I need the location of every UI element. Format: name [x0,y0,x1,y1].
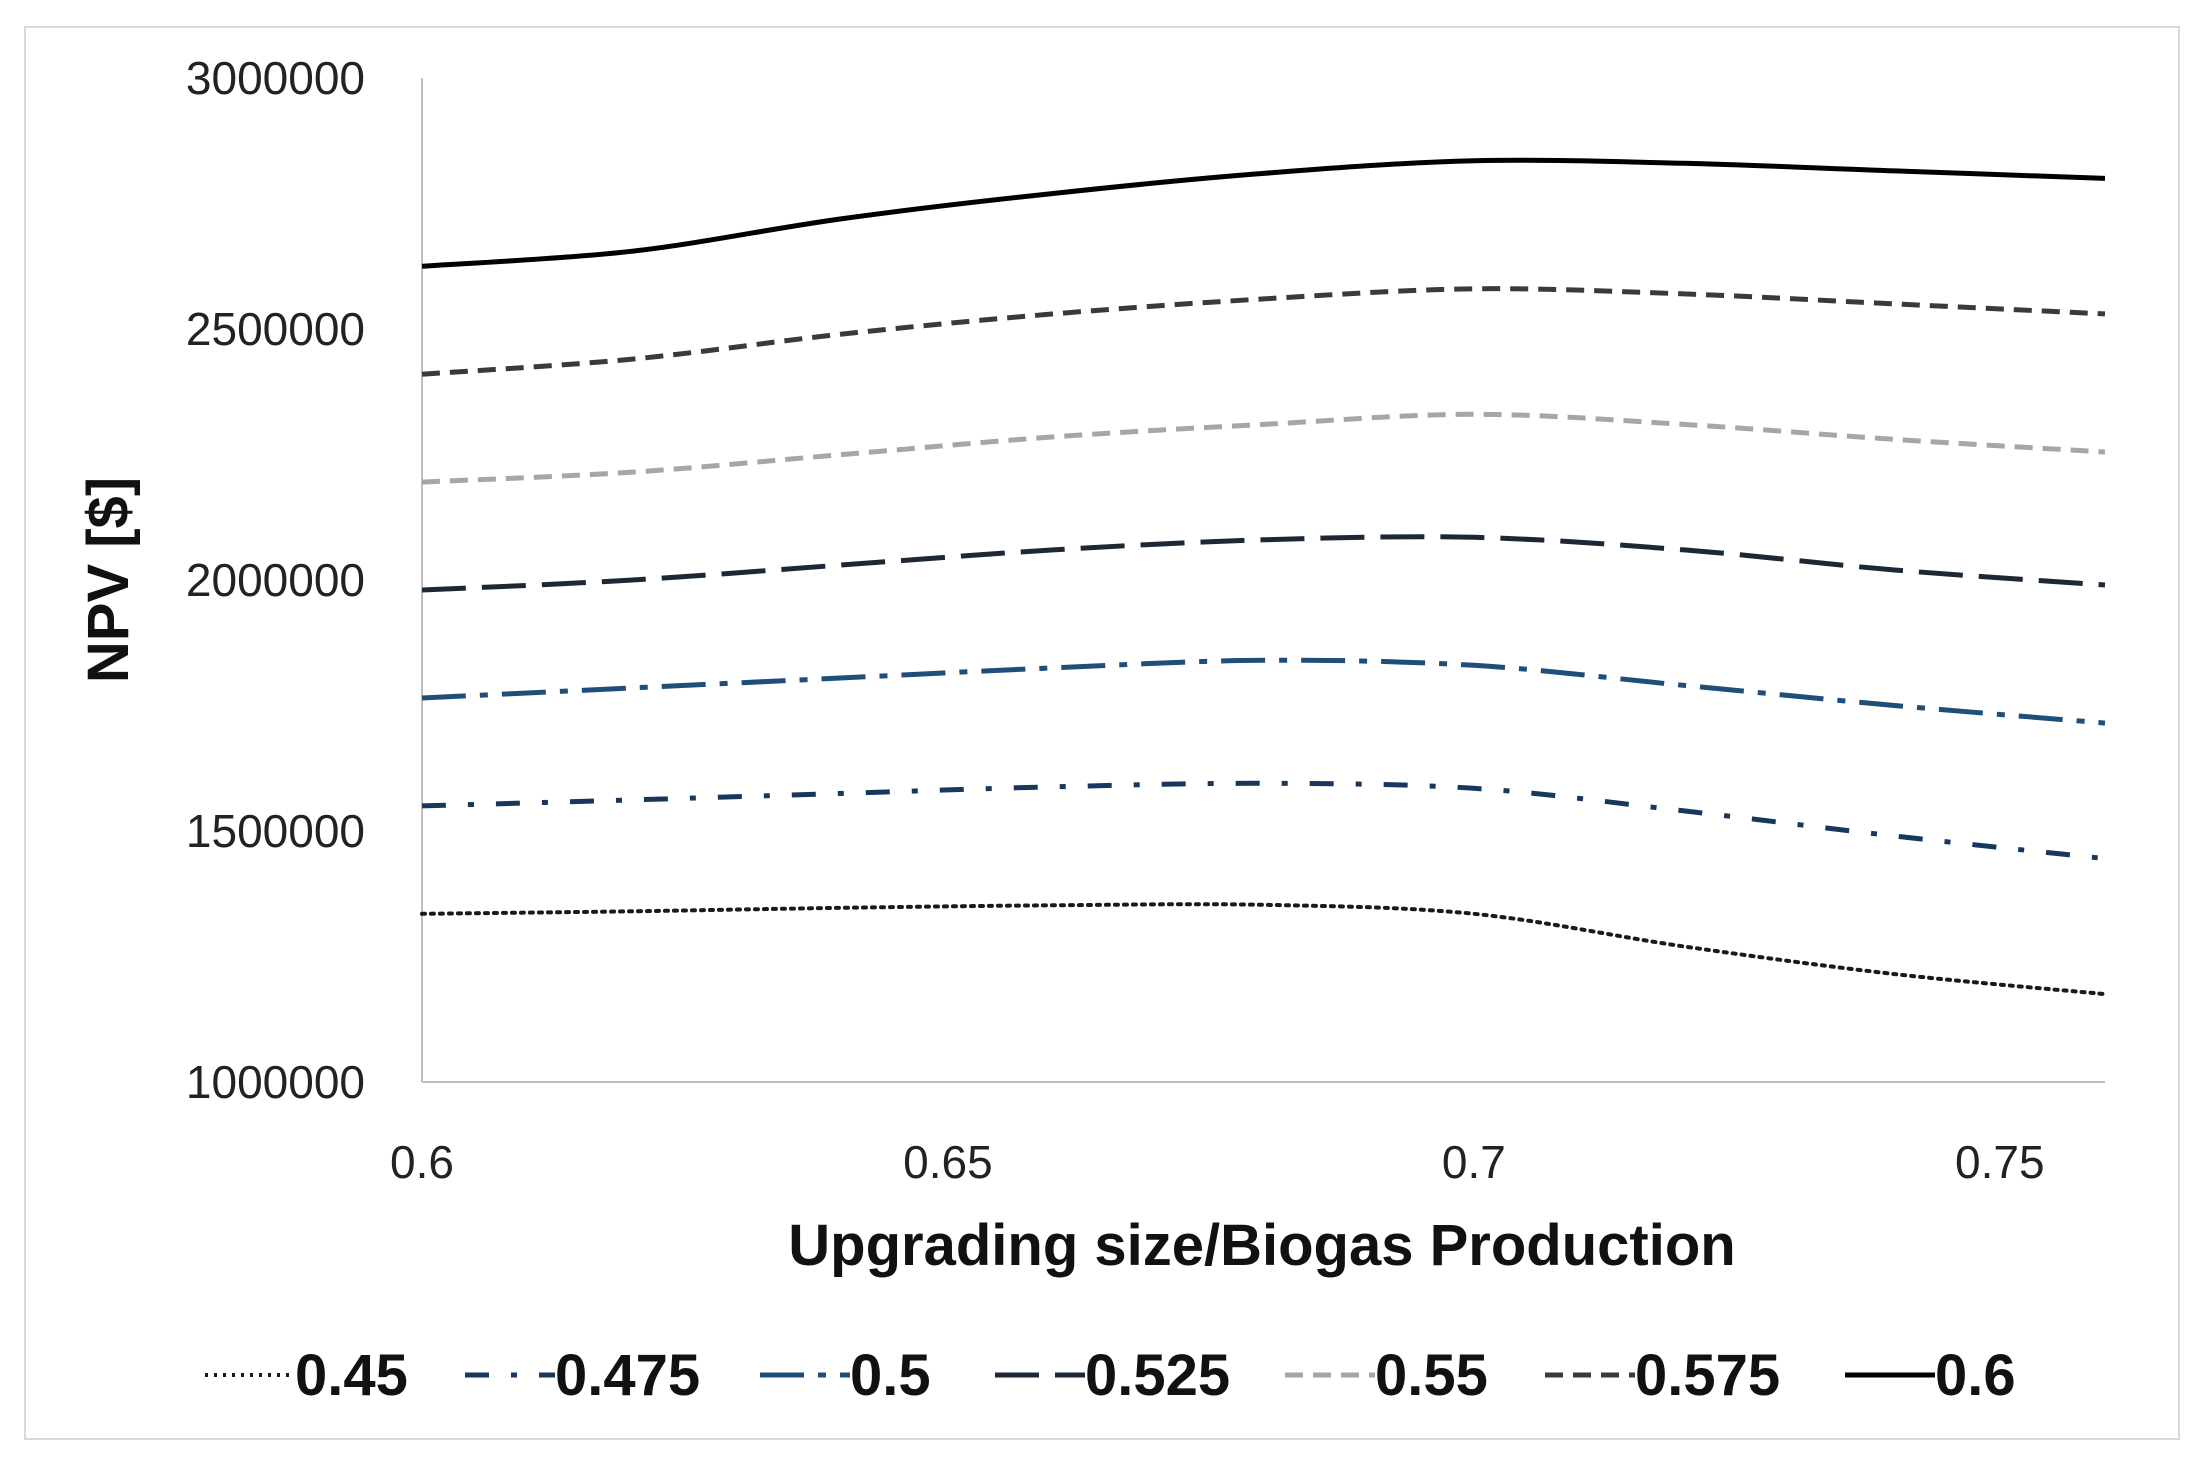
series-line-0-525 [421,534,2106,593]
x-tick-label: 0.75 [1955,1136,2045,1188]
chart-frame [24,26,2180,1440]
legend-label-0-475: 0.475 [555,1343,700,1408]
x-tick-labels: 0.6 0.65 0.7 0.75 [390,1136,2045,1188]
y-tick-label: 3000000 [186,52,365,104]
legend-label-0-45: 0.45 [295,1343,408,1408]
series-lines [420,157,2107,997]
legend-label-0-6: 0.6 [1935,1343,2016,1408]
series-line-0-475 [421,780,2106,862]
axes [421,78,2105,1083]
legend-label-0-575: 0.575 [1635,1343,1780,1408]
x-tick-label: 0.7 [1442,1136,1506,1188]
legend-label-0-55: 0.55 [1375,1343,1488,1408]
x-axis-title: Upgrading size/Biogas Production [788,1213,1735,1278]
legend-label-0-5: 0.5 [850,1343,931,1408]
y-tick-label: 2500000 [186,303,365,355]
y-tick-labels: 1000000 1500000 2000000 2500000 3000000 [186,52,365,1108]
y-tick-label: 1500000 [186,805,365,857]
y-axis-title: NPV [$] [76,477,141,683]
legend-label-0-525: 0.525 [1085,1343,1230,1408]
x-tick-label: 0.6 [390,1136,454,1188]
series-line-0-5 [421,657,2106,726]
series-line-0-575 [421,286,2106,377]
series-line-0-55 [421,411,2106,485]
series-line-0-6 [421,157,2106,269]
y-tick-label: 2000000 [186,554,365,606]
y-tick-label: 1000000 [186,1056,365,1108]
series-line-0-45 [420,902,2107,997]
x-tick-label: 0.65 [903,1136,993,1188]
legend: 0.45 0.475 0.5 0.525 0.55 0.575 0.6 [205,1343,2016,1408]
